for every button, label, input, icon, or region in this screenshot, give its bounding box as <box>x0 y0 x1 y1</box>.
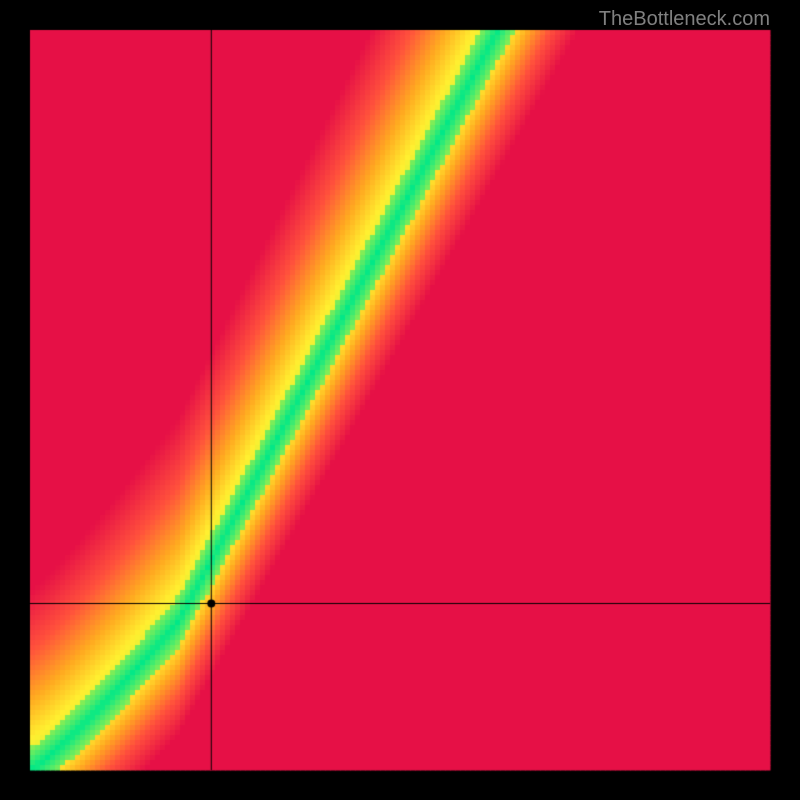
bottleneck-heatmap <box>0 0 800 800</box>
chart-container: TheBottleneck.com <box>0 0 800 800</box>
watermark-text: TheBottleneck.com <box>599 8 770 31</box>
